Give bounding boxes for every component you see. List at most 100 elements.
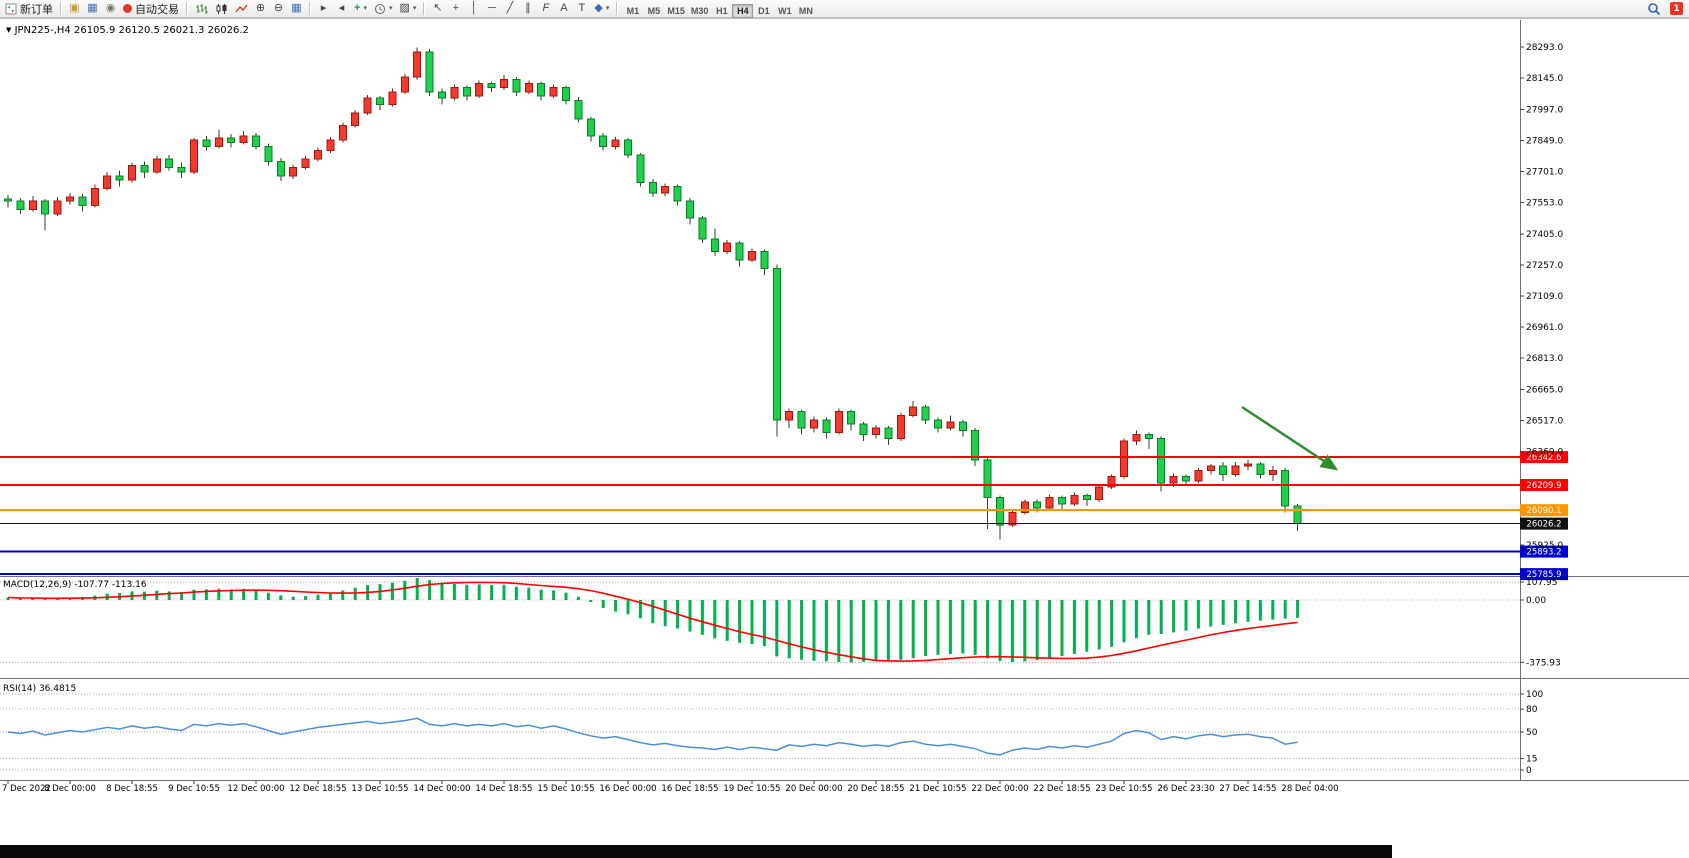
autoscroll-icon: ▸ (320, 2, 327, 14)
autotrading-status-icon (123, 4, 132, 13)
trendline-tool-button[interactable]: ╱ (501, 1, 518, 16)
timeframe-group: M1 M5 M15 M30 H1 H4 D1 W1 MN (622, 0, 816, 18)
price-badge (1520, 504, 1568, 517)
timeframe-button-M5[interactable]: M5 (643, 4, 664, 18)
templates-button[interactable]: ▨ ▾ (396, 1, 419, 16)
trend-arrow-annotation[interactable] (1241, 405, 1339, 471)
new-chart-button[interactable]: ▦ (84, 1, 101, 16)
svg-text:27109.0: 27109.0 (1526, 292, 1563, 302)
svg-text:107.95: 107.95 (1526, 578, 1558, 588)
svg-text:22 Dec 18:55: 22 Dec 18:55 (1033, 784, 1090, 794)
cursor-tool-button[interactable]: ↖ (429, 1, 446, 16)
toolbar-separator (186, 2, 188, 15)
svg-text:50: 50 (1526, 728, 1538, 738)
autoscroll-button[interactable]: ▸ (315, 1, 332, 16)
bottom-taskbar-strip (0, 845, 1392, 858)
toolbar-separator (309, 2, 311, 15)
crosshair-tool-button[interactable]: + (447, 1, 464, 16)
sound-icon: ◉ (105, 2, 116, 14)
chevron-down-icon: ▾ (412, 5, 417, 12)
svg-text:26665.0: 26665.0 (1526, 385, 1563, 395)
price-axis[interactable]: 28293.0 28145.0 27997.0 27849.0 27701.0 27553… (1520, 43, 1563, 776)
new-order-label: 新订单 (20, 3, 53, 16)
channel-tool-button[interactable]: ∥ (519, 1, 536, 16)
crosshair-icon: + (452, 2, 460, 14)
shapes-tool-button[interactable]: ◆ ▾ (591, 1, 612, 16)
svg-text:27849.0: 27849.0 (1526, 136, 1563, 146)
search-icon (1648, 2, 1661, 15)
timeframe-button-MN[interactable]: MN (795, 4, 816, 18)
horizontal-line-tool-button[interactable]: ─ (483, 1, 500, 16)
svg-text:-375.93: -375.93 (1526, 658, 1561, 668)
svg-text:13 Dec 10:55: 13 Dec 10:55 (351, 784, 408, 794)
text-icon: A (560, 2, 568, 14)
new-order-button[interactable]: 新订单 (2, 1, 56, 16)
templates-icon: ▨ (399, 2, 410, 14)
svg-text:28 Dec 04:00: 28 Dec 04:00 (1281, 784, 1338, 794)
price-badge (1520, 568, 1568, 581)
svg-text:8 Dec 00:00: 8 Dec 00:00 (44, 784, 96, 794)
toolbar-separator (423, 2, 426, 15)
fibonacci-tool-button[interactable]: F (537, 1, 554, 16)
line-chart-button[interactable] (232, 1, 251, 16)
svg-text:0.00: 0.00 (1526, 596, 1546, 606)
svg-text:26342.6: 26342.6 (1526, 453, 1561, 463)
price-badge (1520, 545, 1568, 558)
timeframe-button-H4[interactable]: H4 (732, 4, 754, 18)
timeframe-button-M15[interactable]: M15 (664, 4, 688, 18)
clock-icon (374, 3, 385, 14)
horizontal-line-objects[interactable]: 26342.6 26209.9 26090.1 26026.2 25893.2 25785… (0, 451, 1568, 581)
svg-text:28293.0: 28293.0 (1526, 43, 1563, 53)
svg-text:15: 15 (1526, 755, 1537, 765)
timeframe-button-D1[interactable]: D1 (753, 4, 774, 18)
autotrading-button[interactable]: 自动交易 (120, 1, 182, 16)
svg-text:25785.9: 25785.9 (1526, 570, 1561, 580)
chart-window-icon: ▦ (87, 2, 98, 14)
timeframe-button-H1[interactable]: H1 (711, 4, 732, 18)
svg-text:26517.0: 26517.0 (1526, 416, 1563, 426)
svg-text:0: 0 (1526, 766, 1532, 776)
candlestick-chart-button[interactable] (212, 1, 231, 16)
svg-text:8 Dec 18:55: 8 Dec 18:55 (106, 784, 158, 794)
panel-borders (0, 18, 1689, 781)
vertical-line-tool-button[interactable]: │ (465, 1, 482, 16)
notifications-badge[interactable]: 1 (1670, 2, 1683, 15)
search-button[interactable] (1644, 1, 1664, 16)
svg-text:12 Dec 18:55: 12 Dec 18:55 (289, 784, 346, 794)
svg-text:16 Dec 18:55: 16 Dec 18:55 (661, 784, 718, 794)
label-tool-button[interactable]: T (573, 1, 590, 16)
sounds-button[interactable]: ◉ (102, 1, 119, 16)
timeframe-button-M1[interactable]: M1 (622, 4, 643, 18)
svg-text:25925.0: 25925.0 (1526, 541, 1563, 551)
text-tool-button[interactable]: A (555, 1, 572, 16)
periods-button[interactable]: ▾ (371, 1, 396, 16)
bar-chart-icon (196, 3, 208, 14)
timeframe-button-M30[interactable]: M30 (688, 4, 712, 18)
svg-text:26369.0: 26369.0 (1526, 448, 1563, 458)
zoom-out-icon: ⊖ (273, 2, 284, 14)
tile-windows-button[interactable]: ▦ (288, 1, 305, 16)
label-icon: T (578, 2, 586, 14)
svg-text:21 Dec 10:55: 21 Dec 10:55 (909, 784, 966, 794)
svg-text:26813.0: 26813.0 (1526, 354, 1563, 364)
indicators-button[interactable]: + ▾ (351, 1, 370, 16)
bar-chart-button[interactable] (192, 1, 211, 16)
rsi-indicator-label: RSI(14) 36.4815 (3, 684, 77, 694)
svg-text:23 Dec 10:55: 23 Dec 10:55 (1095, 784, 1152, 794)
svg-text:14 Dec 00:00: 14 Dec 00:00 (413, 784, 470, 794)
zoom-out-button[interactable]: ⊖ (270, 1, 287, 16)
chart-symbol-title: ▼ JPN225-,H4 26105.9 26120.5 26021.3 260… (6, 25, 249, 36)
timeframe-button-W1[interactable]: W1 (774, 4, 795, 18)
horizontal-line-icon: ─ (487, 2, 496, 14)
macd-indicator-label: MACD(12,26,9) -107.77 -113.16 (3, 580, 147, 590)
candlestick-chart-icon (216, 3, 227, 14)
candlesticks (4, 47, 1302, 540)
toolbar-separator (60, 2, 62, 15)
profiles-button[interactable]: ▣ (66, 1, 83, 16)
zoom-in-button[interactable]: ⊕ (252, 1, 269, 16)
svg-text:27405.0: 27405.0 (1526, 230, 1563, 240)
one-click-trading-icon[interactable]: ▼ (6, 26, 12, 34)
chart-shift-button[interactable]: ◂ (333, 1, 350, 16)
